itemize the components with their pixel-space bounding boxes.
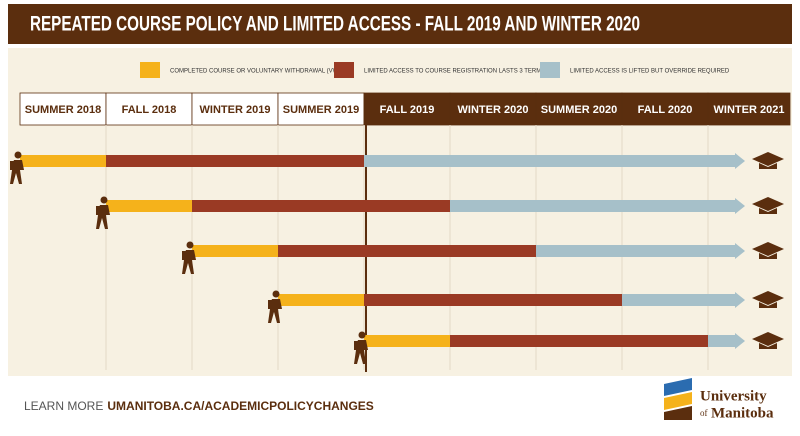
limited-segment <box>106 155 364 167</box>
grad-cap <box>752 197 784 211</box>
walker-pack <box>182 251 186 260</box>
term-label: WINTER 2019 <box>200 104 271 116</box>
limited-segment <box>450 335 708 347</box>
legend-swatch <box>140 62 160 78</box>
legend-label: LIMITED ACCESS TO COURSE REGISTRATION LA… <box>364 69 545 75</box>
term-cell <box>707 92 791 126</box>
legend-swatch <box>334 62 354 78</box>
grad-cap-base <box>759 208 777 214</box>
override-segment <box>364 153 745 169</box>
term-cell <box>535 92 623 126</box>
walker-head <box>14 151 22 159</box>
completed-segment <box>20 155 106 167</box>
walker-pack <box>268 300 272 309</box>
term-cell <box>191 92 279 126</box>
grad-cap-base <box>759 163 777 169</box>
title-bar <box>8 4 792 44</box>
override-segment <box>708 333 745 349</box>
logo-mark <box>664 406 692 420</box>
grad-cap-base <box>759 302 777 308</box>
logo-mark <box>664 378 692 396</box>
term-label: SUMMER 2020 <box>541 104 617 116</box>
walker-head <box>272 290 280 298</box>
override-segment <box>622 292 745 308</box>
term-cell <box>621 92 709 126</box>
term-cell <box>449 92 537 126</box>
row <box>10 151 784 184</box>
term-cell <box>19 92 107 126</box>
walker-head <box>100 196 108 204</box>
title: REPEATED COURSE POLICY AND LIMITED ACCES… <box>30 13 640 36</box>
term-label: WINTER 2020 <box>458 104 529 116</box>
completed-segment <box>192 245 278 257</box>
logo-text: Manitoba <box>711 405 774 421</box>
term-label: SUMMER 2019 <box>283 104 359 116</box>
legend-label: LIMITED ACCESS IS LIFTED BUT OVERRIDE RE… <box>570 69 730 75</box>
override-segment <box>450 198 745 214</box>
grad-cap <box>752 242 784 256</box>
term-cell <box>363 92 451 126</box>
logo-text: University <box>700 388 767 404</box>
legend-swatch <box>540 62 560 78</box>
legend: COMPLETED COURSE OR VOLUNTARY WITHDRAWAL… <box>140 62 730 78</box>
walker-head <box>186 241 194 249</box>
grad-cap <box>752 332 784 346</box>
walker-head <box>358 331 366 339</box>
logo-text: of <box>700 408 708 418</box>
grad-cap-base <box>759 343 777 349</box>
logo-mark <box>664 392 692 410</box>
completed-segment <box>364 335 450 347</box>
completed-segment <box>106 200 192 212</box>
row <box>182 241 784 274</box>
row <box>96 196 784 229</box>
term-label: FALL 2020 <box>638 104 693 116</box>
grad-cap <box>752 291 784 305</box>
footer-link[interactable]: UMANITOBA.CA/ACADEMICPOLICYCHANGES <box>107 399 373 413</box>
walker-pack <box>96 206 100 215</box>
walker-pack <box>10 161 14 170</box>
override-segment <box>536 243 745 259</box>
walker-pack <box>354 341 358 350</box>
term-label: SUMMER 2018 <box>25 104 101 116</box>
grad-cap-base <box>759 253 777 259</box>
limited-segment <box>364 294 622 306</box>
term-label: FALL 2018 <box>122 104 177 116</box>
legend-label: COMPLETED COURSE OR VOLUNTARY WITHDRAWAL… <box>170 69 340 75</box>
grad-cap <box>752 152 784 166</box>
term-label: WINTER 2021 <box>714 104 785 116</box>
row <box>268 290 784 323</box>
limited-segment <box>278 245 536 257</box>
completed-segment <box>278 294 364 306</box>
timeline: SUMMER 2018 FALL 2018 WINTER 2019 SUMMER 20… <box>10 92 791 372</box>
logo: University of Manitoba <box>664 378 774 421</box>
row <box>354 331 784 364</box>
term-label: FALL 2019 <box>380 104 435 116</box>
term-cell <box>277 92 365 126</box>
footer-prefix: LEARN MORE <box>24 399 103 413</box>
limited-segment <box>192 200 450 212</box>
